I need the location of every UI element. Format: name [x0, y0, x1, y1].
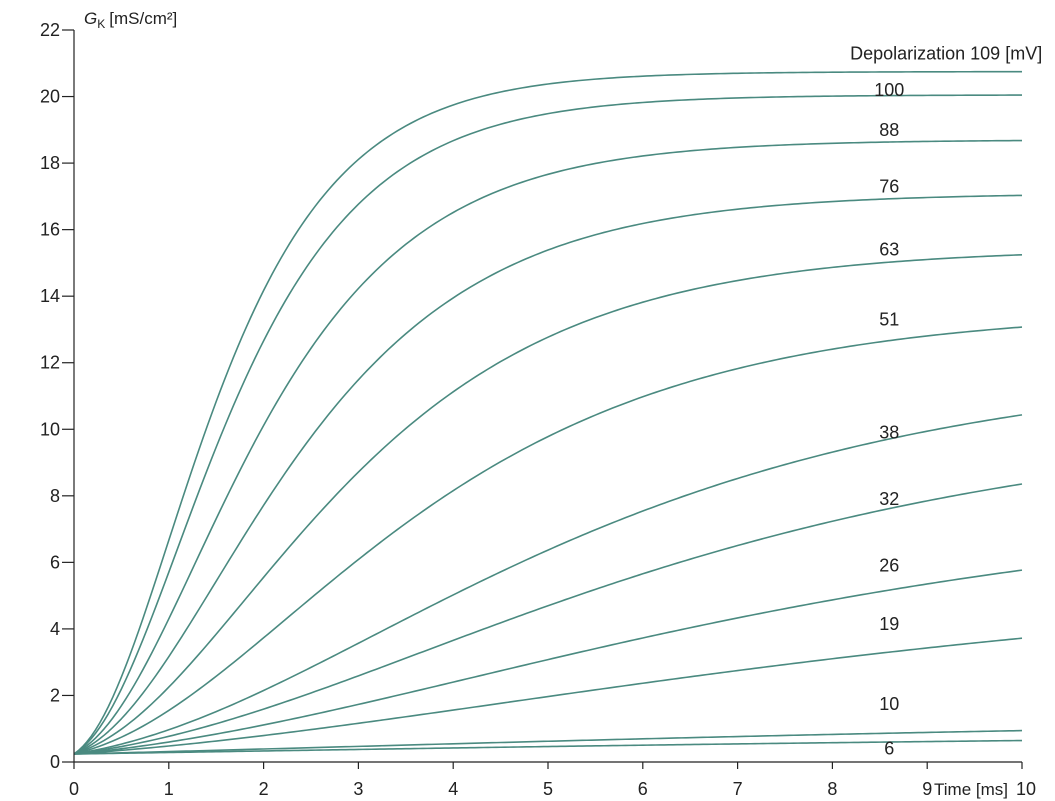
y-tick-label: 8: [50, 486, 60, 506]
y-tick-label: 20: [40, 87, 60, 107]
y-tick-label: 16: [40, 220, 60, 240]
x-tick-label: 6: [638, 779, 648, 799]
x-tick-label: 3: [353, 779, 363, 799]
series-label-88: 88: [879, 120, 899, 140]
series-line-6: [74, 741, 1022, 754]
y-tick-label: 18: [40, 153, 60, 173]
x-tick-label: 9: [922, 779, 932, 799]
series-label-32: 32: [879, 489, 899, 509]
x-axis-label: Time [ms]: [934, 780, 1008, 799]
y-tick-label: 4: [50, 619, 60, 639]
series-label-100: 100: [874, 80, 904, 100]
x-tick-label: 4: [448, 779, 458, 799]
x-tick-label: 10: [1016, 779, 1036, 799]
series-label-109: Depolarization 109 [mV]: [850, 43, 1042, 63]
series-label-38: 38: [879, 423, 899, 443]
y-axis-label-unit: [mS/cm²]: [109, 9, 177, 28]
x-tick-label: 0: [69, 779, 79, 799]
series-label-63: 63: [879, 240, 899, 260]
x-tick-label: 7: [733, 779, 743, 799]
x-tick-label: 2: [259, 779, 269, 799]
x-tick-label: 8: [827, 779, 837, 799]
y-tick-label: 22: [40, 20, 60, 40]
x-tick-label: 5: [543, 779, 553, 799]
x-ticks: 0 1 2 3 4 5 6 7 8 9 10: [69, 762, 1036, 799]
series-label-26: 26: [879, 556, 899, 576]
series-label-51: 51: [879, 309, 899, 329]
series-label-76: 76: [879, 176, 899, 196]
curves: [74, 72, 1022, 754]
y-tick-label: 14: [40, 286, 60, 306]
x-tick-label: 1: [164, 779, 174, 799]
y-tick-label: 2: [50, 685, 60, 705]
y-axis-label: GK [mS/cm²]: [84, 9, 177, 31]
y-axis-label-symbol: G: [84, 9, 97, 28]
series-line-51: [74, 327, 1022, 754]
y-tick-label: 10: [40, 419, 60, 439]
y-ticks: 0 2 4 6 8 10 12 14 16 18 20 22: [40, 20, 74, 772]
series-label-19: 19: [879, 614, 899, 634]
series-line-26: [74, 570, 1022, 754]
y-tick-label: 6: [50, 552, 60, 572]
y-axis-label-subscript: K: [97, 17, 105, 31]
series-labels: Depolarization 109 [mV] 100 88 76 63 51 38 32 26…: [850, 43, 1042, 758]
series-label-6: 6: [884, 739, 894, 759]
series-line-76: [74, 195, 1022, 754]
y-tick-label: 12: [40, 353, 60, 373]
series-label-10: 10: [879, 694, 899, 714]
y-tick-label: 0: [50, 752, 60, 772]
